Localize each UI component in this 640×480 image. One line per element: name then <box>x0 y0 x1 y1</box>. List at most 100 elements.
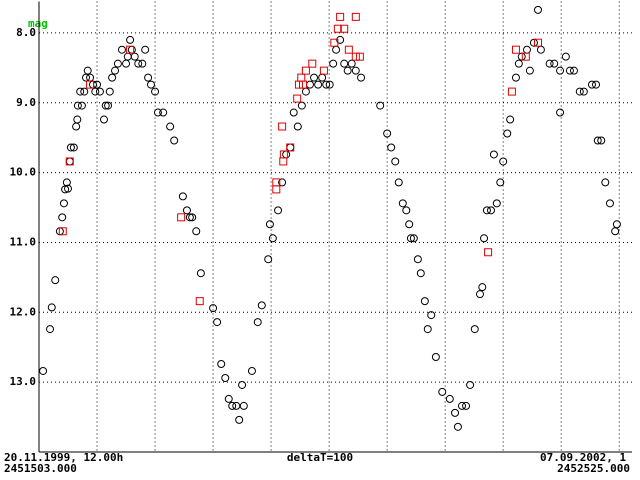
point <box>445 394 454 403</box>
point <box>561 52 570 61</box>
point <box>265 220 274 229</box>
point <box>507 87 516 96</box>
point <box>113 59 122 68</box>
point <box>177 213 186 222</box>
point <box>308 59 317 68</box>
point <box>391 157 400 166</box>
point <box>484 248 493 257</box>
point <box>264 255 273 264</box>
y-tick-label: 13.0 <box>10 375 37 388</box>
point <box>228 401 237 410</box>
point <box>58 213 67 222</box>
point <box>453 422 462 431</box>
point <box>77 101 86 110</box>
point <box>297 101 306 110</box>
point <box>141 45 150 54</box>
point <box>138 59 147 68</box>
x-step: deltaT=100 <box>287 451 353 464</box>
point <box>325 80 334 89</box>
point <box>209 304 218 313</box>
point <box>166 122 175 131</box>
point <box>278 178 287 187</box>
point <box>66 143 75 152</box>
x-start-jd: 2451503.000 <box>4 462 77 475</box>
point <box>387 143 396 152</box>
point <box>299 80 308 89</box>
point <box>333 24 342 33</box>
y-tick-label: 10.0 <box>10 166 37 179</box>
point <box>612 220 621 229</box>
point <box>238 380 247 389</box>
point <box>330 38 339 47</box>
point <box>272 185 281 194</box>
point <box>492 199 501 208</box>
point <box>46 325 55 334</box>
point <box>357 73 366 82</box>
y-tick-label: 12.0 <box>10 305 37 318</box>
point <box>605 199 614 208</box>
point <box>340 24 349 33</box>
point <box>151 87 160 96</box>
point <box>319 66 328 75</box>
point <box>111 66 120 75</box>
point <box>279 150 288 159</box>
point <box>117 45 126 54</box>
point <box>482 206 491 215</box>
point <box>80 87 89 96</box>
point <box>278 122 287 131</box>
point <box>451 408 460 417</box>
point <box>221 373 230 382</box>
point <box>257 301 266 310</box>
point <box>39 366 48 375</box>
point <box>293 122 302 131</box>
point <box>556 66 565 75</box>
point <box>340 59 349 68</box>
point <box>405 220 414 229</box>
point <box>62 178 71 187</box>
point <box>534 38 543 47</box>
point <box>534 5 543 14</box>
point <box>545 59 554 68</box>
point <box>438 387 447 396</box>
point <box>59 199 68 208</box>
point <box>470 325 479 334</box>
point <box>383 129 392 138</box>
point <box>76 87 85 96</box>
point <box>355 52 364 61</box>
point <box>104 101 113 110</box>
point <box>514 59 523 68</box>
y-tick-label: 9.0 <box>16 96 36 109</box>
point <box>336 35 345 44</box>
point <box>192 227 201 236</box>
point <box>511 73 520 82</box>
point <box>95 87 104 96</box>
point <box>499 157 508 166</box>
point <box>86 80 95 89</box>
point <box>134 59 143 68</box>
point <box>301 66 310 75</box>
point <box>232 401 241 410</box>
point <box>289 108 298 117</box>
point <box>575 87 584 96</box>
point <box>126 45 135 54</box>
point <box>126 35 135 44</box>
point <box>423 325 432 334</box>
point <box>247 366 256 375</box>
point <box>480 234 489 243</box>
point <box>529 38 538 47</box>
point <box>286 143 295 152</box>
point <box>253 318 262 327</box>
point <box>159 108 168 117</box>
point <box>427 311 436 320</box>
point <box>144 73 153 82</box>
point <box>65 157 74 166</box>
point <box>130 52 139 61</box>
point <box>601 178 610 187</box>
point <box>310 73 319 82</box>
point <box>597 136 606 145</box>
point <box>517 52 526 61</box>
point <box>293 94 302 103</box>
point <box>213 318 222 327</box>
point <box>73 101 82 110</box>
